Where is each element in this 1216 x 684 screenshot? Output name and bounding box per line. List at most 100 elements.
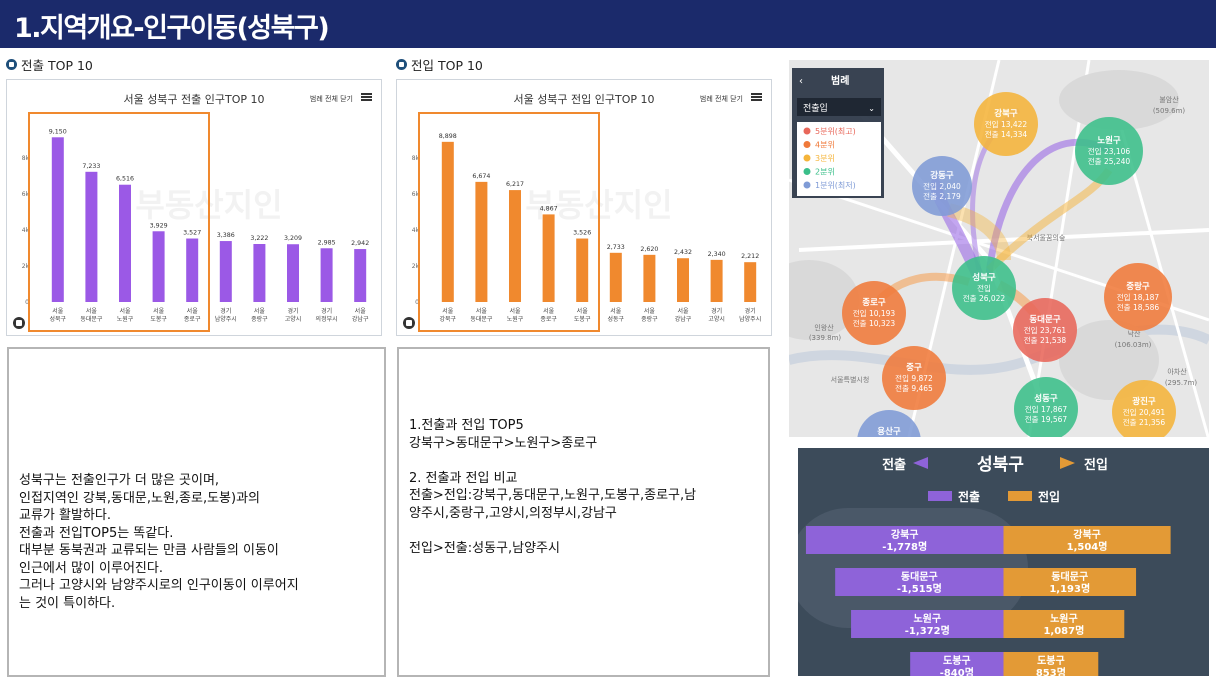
data-label: 6,516 [116, 176, 134, 183]
x-tick-label: 서울 [610, 307, 622, 315]
data-label: 3,929 [150, 222, 168, 229]
legend-dot [803, 127, 811, 135]
flow-in-bar [1003, 652, 1099, 676]
chart-out-title: 서울 성북구 전출 인구TOP 10 [123, 93, 265, 106]
x-tick-label: 서울 [187, 307, 199, 315]
legend-dot [803, 141, 811, 148]
bar [119, 184, 131, 302]
district-out: 전출 10,323 [853, 318, 896, 328]
flow-in-value: 1,087명 [1043, 624, 1084, 637]
district-in: 전입 23,761 [1024, 325, 1067, 335]
data-label: 9,150 [49, 128, 67, 135]
bar [710, 259, 723, 302]
district-bubble [1013, 298, 1077, 362]
legend-list-bg [797, 122, 881, 196]
data-label: 2,212 [741, 253, 759, 260]
flow-row-name: 동대문구 [1051, 570, 1088, 583]
district-out: 전출 2,179 [923, 191, 961, 201]
chart-out-panel: 서울 성북구 전출 인구TOP 10 범례 전체 닫기 0 2k 4k 6k 8k 부동산… [6, 79, 382, 336]
chart-out-svg: 02k4k6k8k부동산지인9,150서울성북구7,233서울동대문구6,516… [22, 112, 369, 332]
page-header: 1.지역개요-인구이동(성북구) [0, 0, 1216, 48]
flow-out-value: -840명 [940, 666, 974, 676]
flow-row-name: 노원구 [913, 612, 941, 625]
menu-icon[interactable] [361, 93, 372, 101]
flow-out-bar [910, 652, 1004, 676]
data-label: 2,733 [607, 244, 625, 251]
home-icon[interactable] [13, 317, 25, 329]
road [798, 228, 1209, 252]
district-in: 전입 18,187 [1117, 292, 1160, 302]
map-place-label: 아차산 [1167, 367, 1187, 376]
bar [85, 171, 98, 302]
flow-in-value: 1,193명 [1049, 582, 1090, 595]
text-line: 전출과 전입TOP5는 똑같다. [19, 525, 174, 541]
menu-icon[interactable] [751, 93, 762, 101]
x-tick-label: 서울 [86, 307, 98, 315]
district-name: 광진구 [1132, 396, 1156, 407]
text-line [409, 452, 696, 470]
text-line [409, 522, 696, 540]
x-tick-label: 남양주시 [215, 315, 237, 323]
district-bubble [952, 256, 1016, 320]
flow-in-bar [1003, 568, 1137, 596]
data-label: 8,898 [439, 133, 457, 140]
legend-toggle-button[interactable]: 범례 전체 닫기 [309, 95, 353, 103]
legend-dot [803, 154, 811, 162]
x-tick-label: 경기 [220, 307, 231, 315]
migration-map[interactable]: 북서울꿈의숲 불암산 (509.6m) 인왕산 (339.8m) 낙산 (106.03m) 아… [789, 60, 1209, 437]
district-name: 중랑구 [1126, 281, 1150, 292]
legend-in-label: 전입 [1038, 489, 1060, 504]
map-place-label: (509.6m) [1153, 107, 1186, 115]
text-line: 인접지역인 강북,동대문,노원,종로,도봉)과의 [19, 490, 261, 506]
map-place-label: 북서울꿈의숲 [1027, 233, 1066, 242]
district-out: 전출 21,356 [1123, 417, 1166, 427]
district-name: 성동구 [1034, 393, 1058, 404]
x-tick-label: 서울 [577, 307, 589, 315]
bar [509, 190, 521, 302]
data-label: 3,209 [284, 235, 302, 242]
x-tick-label: 동대문구 [470, 315, 493, 323]
bar [576, 238, 589, 302]
x-tick-label: 도봉구 [150, 315, 167, 323]
district-name: 성북구 [972, 272, 996, 283]
flow-row-name: 노원구 [1050, 612, 1078, 625]
map-place-label: 서울특별시청 [831, 375, 870, 384]
bar [287, 244, 299, 302]
x-tick-label: 경기 [711, 307, 722, 315]
map-place-label: (339.8m) [809, 334, 842, 342]
district-out: 전출 26,022 [963, 293, 1006, 303]
district-bubble [1112, 380, 1176, 437]
highlight-box [418, 112, 600, 332]
highlight-box [28, 112, 210, 332]
text-line: 2. 전출과 전입 비교 [409, 470, 518, 486]
x-tick-label: 서울 [153, 307, 165, 315]
flow-in-arrow [1060, 457, 1075, 469]
bar [152, 231, 165, 302]
flow-out-value: -1,372명 [905, 624, 950, 637]
y-tick-label: 8k [412, 155, 420, 162]
text-line: 그러나 고양시와 남양주시로의 인구이동이 이루어지 [19, 578, 299, 593]
legend-dot [803, 181, 811, 189]
district-in: 전입 10,193 [853, 308, 896, 318]
x-tick-label: 서울 [355, 307, 367, 315]
road [1027, 60, 1091, 437]
home-icon [396, 59, 407, 70]
x-tick-label: 도봉구 [574, 315, 591, 323]
y-tick-label: 6k [412, 191, 420, 198]
analysis-text-right: 1.전출과 전입 TOP5 강북구>동대문구>노원구>종로구 2. 전출과 전입 … [397, 347, 770, 677]
legend-toggle-button[interactable]: 범례 전체 닫기 [699, 95, 743, 103]
text-line: 대부분 동북권과 교류되는 만큼 사람들의 이동이 [19, 543, 279, 558]
flow-title: 성북구 [977, 455, 1024, 475]
river [789, 324, 1209, 375]
home-icon[interactable] [403, 317, 415, 329]
data-label: 7,233 [82, 163, 100, 170]
district-bubble [912, 156, 972, 216]
data-label: 3,386 [217, 232, 235, 239]
x-tick-label: 경기 [745, 307, 756, 315]
bar [354, 249, 367, 302]
legend-item-label: 4분위 [815, 141, 835, 150]
chart-in-panel: 서울 성북구 전입 인구TOP 10 범례 전체 닫기 0 2k 4k 6k 8k 부동산… [396, 79, 772, 336]
flow-arrow [947, 203, 1011, 261]
flow-in-bar [1003, 610, 1125, 638]
legend-title: 범례 [831, 74, 849, 87]
